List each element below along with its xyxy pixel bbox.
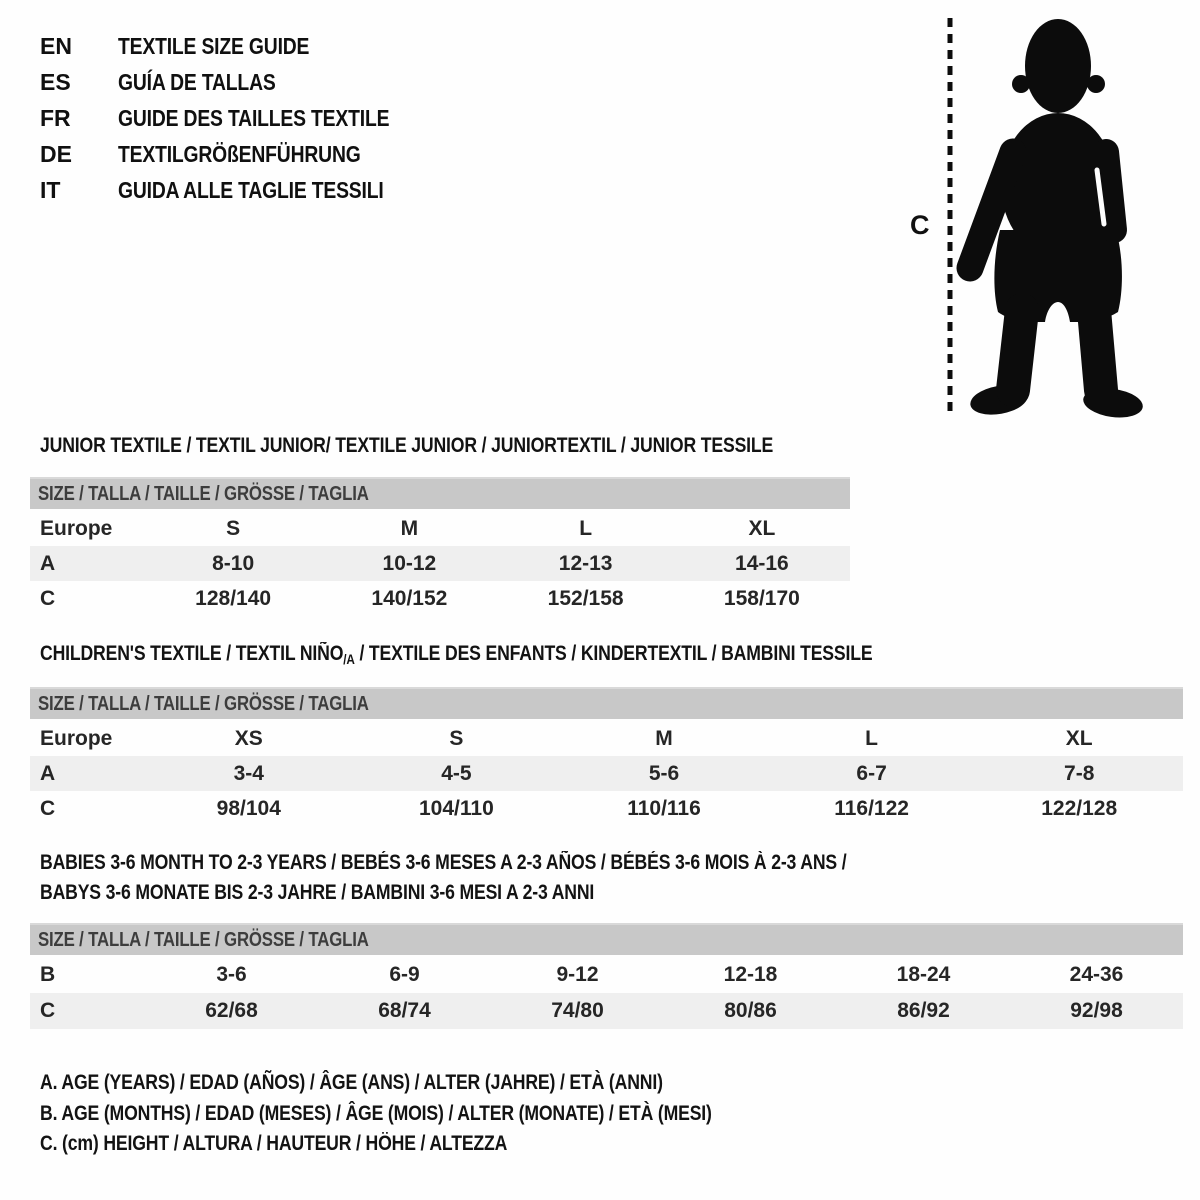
guide-title-en: TEXTILE SIZE GUIDE <box>118 33 310 59</box>
junior-size-table: SIZE / TALLA / TAILLE / GRÖSSE / TAGLIA … <box>30 477 850 616</box>
guide-title-fr: GUIDE DES TAILLES TEXTILE <box>118 105 390 131</box>
nino-a-subscript: /A <box>343 651 355 667</box>
language-code: EN <box>40 33 72 59</box>
table-row-age-months: B 3-6 6-9 9-12 12-18 18-24 24-36 <box>40 963 1124 986</box>
height-measure-figure <box>900 0 1200 430</box>
guide-title-it: GUIDA ALLE TAGLIE TESSILI <box>118 177 384 203</box>
children-section-heading: CHILDREN'S TEXTILE / TEXTIL NIÑO/A / TEX… <box>40 642 873 667</box>
measurement-legend: A. AGE (YEARS) / EDAD (AÑOS) / ÂGE (ANS)… <box>40 1068 840 1160</box>
language-code: IT <box>40 177 61 203</box>
legend-line-b: B. AGE (MONTHS) / EDAD (MESES) / ÂGE (MO… <box>40 1101 712 1125</box>
guide-title-es: GUÍA DE TALLAS <box>118 69 276 95</box>
language-row-it: IT GUIDA ALLE TAGLIE TESSILI <box>40 172 441 208</box>
children-size-table: SIZE / TALLA / TAILLE / GRÖSSE / TAGLIA … <box>30 687 1183 826</box>
legend-line-a: A. AGE (YEARS) / EDAD (AÑOS) / ÂGE (ANS)… <box>40 1071 663 1094</box>
table-row-europe: Europe S M L XL <box>40 517 776 540</box>
babies-size-table: SIZE / TALLA / TAILLE / GRÖSSE / TAGLIA … <box>30 923 1183 1029</box>
language-row-en: EN TEXTILE SIZE GUIDE <box>40 28 441 64</box>
table-row-europe: Europe XS S M L XL <box>40 727 1093 750</box>
language-title-list: EN TEXTILE SIZE GUIDE ES GUÍA DE TALLAS … <box>40 28 441 208</box>
junior-section-heading: JUNIOR TEXTILE / TEXTIL JUNIOR/ TEXTILE … <box>40 434 774 457</box>
language-code: ES <box>40 69 71 95</box>
height-c-label: C <box>910 210 930 240</box>
table-row-height-cm: C 128/140 140/152 152/158 158/170 <box>40 587 800 610</box>
legend-line-c: C. (cm) HEIGHT / ALTURA / HAUTEUR / HÖHE… <box>40 1132 508 1155</box>
language-code: DE <box>40 141 72 167</box>
table-row-age-years: A 3-4 4-5 5-6 6-7 7-8 <box>30 756 1183 791</box>
babies-table-size-header: SIZE / TALLA / TAILLE / GRÖSSE / TAGLIA <box>30 923 1183 955</box>
language-row-fr: FR GUIDE DES TAILLES TEXTILE <box>40 100 441 136</box>
toddler-silhouette-icon <box>947 18 1143 418</box>
guide-title-de: TEXTILGRÖßENFÜHRUNG <box>118 141 361 167</box>
table-row-height-cm: C 62/68 68/74 74/80 80/86 86/92 92/98 <box>30 993 1183 1029</box>
table-row-age-years: A 8-10 10-12 12-13 14-16 <box>30 546 850 581</box>
table-row-height-cm: C 98/104 104/110 110/116 116/122 122/128 <box>40 797 1118 820</box>
language-code: FR <box>40 105 71 131</box>
junior-table-size-header: SIZE / TALLA / TAILLE / GRÖSSE / TAGLIA <box>30 477 850 509</box>
language-row-es: ES GUÍA DE TALLAS <box>40 64 441 100</box>
babies-section-heading-line2: BABYS 3-6 MONATE BIS 2-3 JAHRE / BAMBINI… <box>40 881 595 904</box>
children-table-size-header: SIZE / TALLA / TAILLE / GRÖSSE / TAGLIA <box>30 687 1183 719</box>
babies-section-heading-line1: BABIES 3-6 MONTH TO 2-3 YEARS / BEBÉS 3-… <box>40 851 847 874</box>
language-row-de: DE TEXTILGRÖßENFÜHRUNG <box>40 136 441 172</box>
